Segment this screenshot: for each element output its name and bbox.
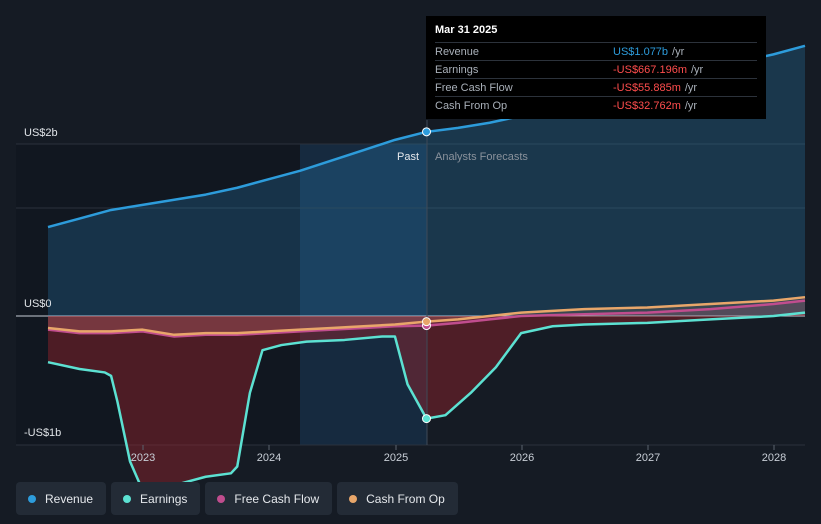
legend-label: Revenue	[45, 491, 94, 506]
x-tick-label: 2026	[510, 452, 534, 464]
past-shade-dark	[16, 144, 300, 445]
y-axis: US$2b US$0 -US$1b	[24, 127, 61, 439]
gridlines	[16, 143, 805, 446]
line-free-cash-flow	[47, 299, 806, 338]
marker-revenue	[422, 127, 431, 137]
x-tick-label: 2025	[384, 452, 408, 464]
legend-revenue[interactable]: Revenue	[16, 482, 107, 515]
tooltip-label: Free Cash Flow	[435, 81, 513, 94]
line-earnings	[47, 311, 806, 492]
tooltip-unit: /yr	[691, 63, 704, 76]
tooltip-value: -US$55.885m	[613, 81, 681, 94]
marker-earnings	[422, 414, 431, 424]
marker-cash-from-op	[422, 317, 431, 327]
tooltip: Mar 31 2025 Revenue US$1.077b/yr Earnings -…	[426, 16, 766, 119]
tooltip-row: Revenue US$1.077b/yr	[435, 42, 757, 60]
highlight-markers	[422, 127, 431, 424]
tooltip-date: Mar 31 2025	[435, 24, 498, 36]
tooltip-label: Cash From Op	[435, 99, 508, 112]
legend-label: Earnings	[140, 491, 188, 506]
tooltip-value: US$1.077b	[613, 45, 669, 58]
legend-dot-icon	[217, 494, 226, 503]
y-tick-label: -US$1b	[24, 427, 61, 439]
legend-earnings[interactable]: Earnings	[111, 482, 201, 515]
legend-dot-icon	[28, 494, 36, 503]
past-shade-highlight	[300, 144, 427, 445]
y-tick-label: US$0	[24, 298, 52, 310]
legend: Revenue Earnings Free Cash Flow Cash From O…	[16, 482, 458, 515]
tooltip-row: Free Cash Flow -US$55.885m/yr	[435, 78, 757, 96]
tooltip-value: -US$32.762m	[613, 99, 681, 112]
tooltip-label: Earnings	[435, 63, 479, 76]
forecast-label: Analysts Forecasts	[435, 151, 528, 163]
legend-cash-from-op[interactable]: Cash From Op	[337, 482, 458, 515]
legend-dot-icon	[349, 494, 358, 503]
tooltip-unit: /yr	[684, 99, 698, 112]
tooltip-unit: /yr	[672, 45, 685, 58]
x-tick-label: 2027	[636, 452, 660, 464]
line-cash-from-op	[47, 295, 806, 337]
x-axis: 2023 2024 2025 2026 2027 2028	[131, 445, 786, 464]
tooltip-row: Cash From Op -US$32.762m/yr	[435, 96, 757, 114]
x-tick-label: 2024	[257, 452, 281, 464]
tooltip-rows: Revenue US$1.077b/yr Earnings -US$667.196m /…	[435, 42, 757, 114]
y-tick-label: US$2b	[24, 127, 58, 139]
tooltip-unit: /yr	[684, 81, 698, 94]
legend-label: Free Cash Flow	[234, 491, 320, 506]
legend-label: Cash From Op	[366, 491, 445, 506]
tooltip-value: -US$667.196m	[613, 63, 687, 76]
tooltip-row: Earnings -US$667.196m/yr	[435, 60, 757, 78]
past-label: Past	[397, 151, 419, 163]
x-tick-label: 2028	[762, 452, 786, 464]
x-tick-label: 2023	[131, 452, 155, 464]
legend-free-cash-flow[interactable]: Free Cash Flow	[205, 482, 333, 515]
tooltip-label: Revenue	[435, 45, 480, 58]
legend-dot-icon	[123, 494, 132, 503]
